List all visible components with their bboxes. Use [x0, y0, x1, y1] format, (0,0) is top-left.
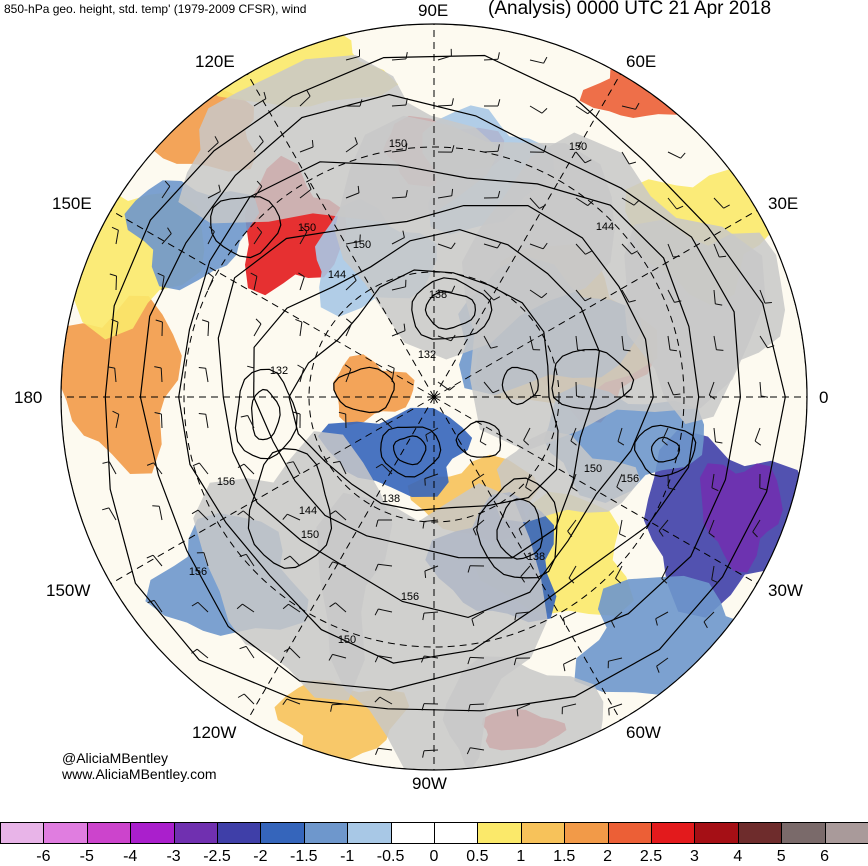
- colorbar-tick-label: 3: [690, 848, 699, 866]
- colorbar-tick-label: -2.5: [203, 848, 231, 866]
- lon-label-60e: 60E: [626, 53, 656, 70]
- contour-label: 156: [401, 591, 419, 603]
- lon-label-0: 0: [819, 389, 828, 406]
- colorbar-swatch: [43, 822, 87, 844]
- contour-label: 132: [270, 365, 288, 377]
- colorbar-tick-label: -2: [253, 848, 267, 866]
- contour-label: 150: [353, 239, 371, 251]
- lon-label-90e: 90E: [418, 2, 448, 19]
- colorbar-swatch: [608, 822, 652, 844]
- map-disk: 150 150 150 144 150 144 138 132 132 138 150 156 156 1…: [0, 0, 868, 822]
- colorbar-swatch: [304, 822, 348, 844]
- colorbar-tick-label: 1.5: [553, 848, 575, 866]
- wind-barb: [161, 414, 162, 428]
- polar-map: 150 150 150 144 150 144 138 132 132 138 150 156 156 1…: [0, 0, 868, 822]
- wind-barb-flag: [716, 350, 723, 351]
- lon-label-150w: 150W: [46, 582, 90, 599]
- colorbar-tick-label: 6: [820, 848, 829, 866]
- wind-barb-flag: [425, 479, 426, 486]
- colorbar-tick-label: 2.5: [640, 848, 662, 866]
- analysis-time: (Analysis) 0000 UTC 21 Apr 2018: [488, 0, 771, 20]
- wind-barb-flag: [765, 303, 772, 304]
- colorbar-tick-label: -1: [340, 848, 354, 866]
- contour-label: 138: [382, 493, 400, 505]
- colorbar-tick-label: 1: [516, 848, 525, 866]
- colorbar-swatch: [174, 822, 218, 844]
- wind-barb-flag: [312, 140, 313, 147]
- colorbar-swatch: [781, 822, 825, 844]
- contour-label: 138: [429, 289, 447, 301]
- contour-label: 144: [328, 269, 346, 281]
- colorbar-swatch: [694, 822, 738, 844]
- credit-website: www.AliciaMBentley.com: [62, 766, 217, 782]
- colorbar-tick-label: -5: [80, 848, 94, 866]
- colorbar-swatch: [260, 822, 304, 844]
- colorbar-swatch: [477, 822, 521, 844]
- contour-label: 150: [584, 463, 602, 475]
- wind-barb-flag: [199, 414, 206, 415]
- contour-label: 156: [217, 476, 235, 488]
- colorbar-swatch: [738, 822, 782, 844]
- colorbar-swatch: [564, 822, 608, 844]
- contour-label: 144: [299, 505, 317, 517]
- colorbar-tick-label: -0.5: [377, 848, 405, 866]
- colorbar-tick-label: 4: [733, 848, 742, 866]
- lon-label-30w: 30W: [768, 582, 803, 599]
- credit-handle: @AliciaMBentley: [62, 750, 168, 766]
- contour-label: 132: [418, 349, 436, 361]
- colorbar-swatch: [87, 822, 131, 844]
- colorbar-swatch: [347, 822, 391, 844]
- lon-label-180: 180: [14, 389, 42, 406]
- contour-label: 144: [596, 221, 614, 233]
- colorbar-swatch: [0, 822, 44, 844]
- wind-barb-flag: [199, 368, 206, 369]
- colorbar-tick-label: -3: [166, 848, 180, 866]
- lon-label-120e: 120E: [195, 53, 235, 70]
- colorbar-tick-label: 2: [603, 848, 612, 866]
- wind-barb: [470, 657, 484, 658]
- colorbar-swatch: [521, 822, 565, 844]
- colorbar-tick-label: 0.5: [466, 848, 488, 866]
- contour-label: 150: [569, 141, 587, 153]
- wind-barb-flag: [609, 709, 610, 716]
- colorbar-swatch: [651, 822, 695, 844]
- colorbar: -6 -5 -4 -3 -2.5 -2 -1.5 -1 -0.5 0 0.5 1 1.5 2 2.5 3 4 5 6: [0, 822, 868, 865]
- lon-label-60w: 60W: [626, 724, 661, 741]
- map-title: 850-hPa geo. height, std. temp' (1979-20…: [4, 2, 306, 16]
- lon-label-90w: 90W: [412, 775, 447, 792]
- colorbar-swatch: [434, 822, 478, 844]
- colorbar-swatch: [217, 822, 261, 844]
- contour-label: 150: [298, 222, 316, 234]
- contour-label: 150: [389, 138, 407, 150]
- lon-label-30e: 30E: [768, 195, 798, 212]
- colorbar-tick-label: 0: [430, 848, 439, 866]
- wind-barb-flag: [673, 256, 680, 257]
- colorbar-tick-label: -4: [123, 848, 137, 866]
- wind-barb-flag: [152, 506, 159, 507]
- wind-barb: [470, 704, 484, 705]
- contour-label: 156: [621, 473, 639, 485]
- wind-barb: [116, 276, 117, 290]
- wind-barb: [576, 382, 577, 396]
- colorbar-swatch: [130, 822, 174, 844]
- wind-barb: [208, 322, 209, 336]
- colorbar-tick-label: -6: [36, 848, 50, 866]
- colorbar-swatch: [825, 822, 868, 844]
- contour-label: 150: [338, 634, 356, 646]
- wind-barb-flag: [425, 571, 426, 578]
- contour-label: 150: [301, 529, 319, 541]
- colorbar-tick-label: -1.5: [290, 848, 318, 866]
- colorbar-swatch: [391, 822, 435, 844]
- colorbar-tick-label: 5: [777, 848, 786, 866]
- lon-label-150e: 150E: [52, 195, 92, 212]
- contour-label: 156: [189, 566, 207, 578]
- lon-label-120w: 120W: [192, 724, 236, 741]
- contour-label: 138: [527, 551, 545, 563]
